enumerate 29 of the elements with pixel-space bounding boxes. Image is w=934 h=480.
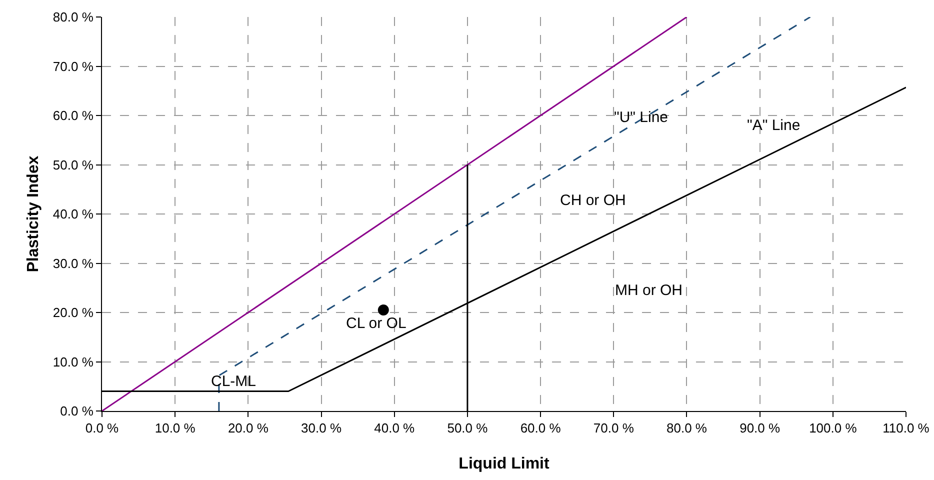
x-tick-label: 40.0 % <box>374 420 416 436</box>
y-tick-label: 20.0 % <box>52 305 94 320</box>
y-tick-label: 0.0 % <box>60 404 94 419</box>
x-tick-label: 30.0 % <box>301 420 342 436</box>
x-tick-label: 10.0 % <box>154 420 196 436</box>
x-tick-label: 60.0 % <box>520 420 562 436</box>
x-tick-label: 80.0 % <box>666 420 708 436</box>
x-axis-title: Liquid Limit <box>458 455 550 472</box>
y-tick-label: 10.0 % <box>52 354 94 370</box>
y-tick-label: 40.0 % <box>52 206 94 222</box>
y-tick-label: 70.0 % <box>52 58 94 74</box>
annotation: CL or OL <box>346 315 406 332</box>
y-axis-title: Plasticity Index <box>24 156 42 272</box>
y-tick-label: 30.0 % <box>52 256 94 271</box>
annotation: MH or OH <box>615 282 682 299</box>
annotation: CH or OH <box>560 192 626 209</box>
x-tick-label: 20.0 % <box>228 420 269 436</box>
x-tick-label: 70.0 % <box>593 420 634 436</box>
annotation: "A" Line <box>747 117 800 134</box>
annotation: CL-ML <box>211 373 256 390</box>
x-tick-label: 50.0 % <box>447 420 488 436</box>
x-tick-label: 0.0 % <box>85 420 120 436</box>
y-tick-label: 80.0 % <box>52 10 94 25</box>
x-tick-label: 90.0 % <box>740 420 780 436</box>
y-tick-label: 60.0 % <box>52 108 94 124</box>
annotation: "U" Line <box>614 109 668 126</box>
x-tick-label: 110.0 % <box>882 420 930 436</box>
y-tick-label: 50.0 % <box>52 157 94 172</box>
x-tick-label: 100.0 % <box>809 420 858 436</box>
